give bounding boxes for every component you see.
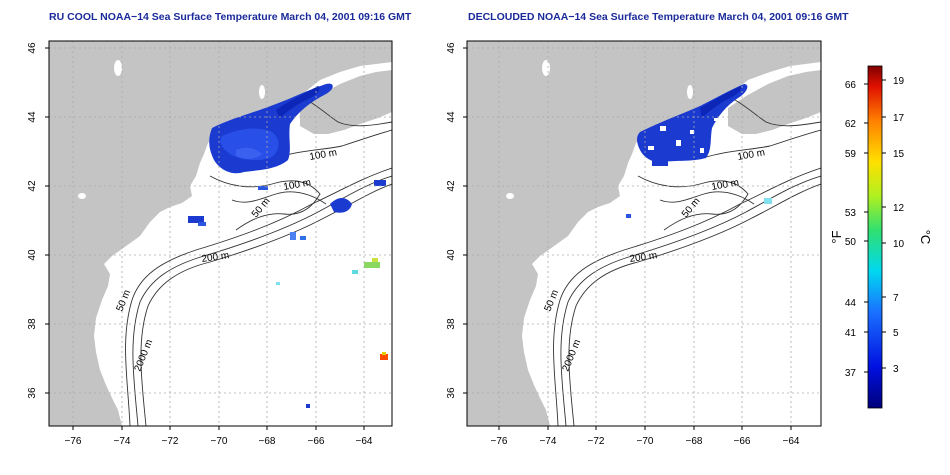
right-x-tick: −72 xyxy=(588,436,605,447)
right-contour-label: 100 m xyxy=(737,147,766,163)
right-lake xyxy=(687,85,693,99)
right-lake xyxy=(506,193,514,199)
left-grid xyxy=(49,41,392,426)
right-y-tick: 40 xyxy=(446,249,457,261)
right-map-frame xyxy=(466,40,822,427)
right-land-mass xyxy=(467,41,821,426)
left-y-tick: 42 xyxy=(27,180,38,192)
right-x-tick: −70 xyxy=(637,436,654,447)
right-x-tick: −74 xyxy=(540,436,557,447)
right-contour-label: 100 m xyxy=(711,177,740,193)
left-nova-scotia xyxy=(300,70,392,134)
right-y-tick: 36 xyxy=(446,387,457,399)
right-x-tick: −76 xyxy=(491,436,508,447)
colorbar-c-tick: 17 xyxy=(893,113,905,124)
right-tick-marks xyxy=(463,47,792,430)
right-x-tick: −64 xyxy=(783,436,800,447)
left-x-tick: −72 xyxy=(162,436,179,447)
left-lake xyxy=(78,193,86,199)
right-sst-data xyxy=(626,84,772,218)
colorbar-c-tick: 3 xyxy=(893,364,899,375)
colorbar-c-tick: 15 xyxy=(893,149,905,160)
right-y-tick: 42 xyxy=(446,180,457,192)
right-map-title: DECLOUDED NOAA−14 Sea Surface Temperatur… xyxy=(468,11,849,23)
colorbar-f-tick: 44 xyxy=(845,298,857,309)
colorbar-c-tick: 12 xyxy=(893,203,905,214)
left-land-mass xyxy=(49,41,392,426)
left-y-tick: 38 xyxy=(27,318,38,330)
colorbar-c-tick: 10 xyxy=(893,239,905,250)
colorbar-c-tick: 7 xyxy=(893,293,899,304)
left-lake xyxy=(114,60,122,76)
right-y-tick: 38 xyxy=(446,318,457,330)
colorbar-gradient xyxy=(867,65,883,409)
right-nova-scotia xyxy=(728,70,821,134)
right-grid xyxy=(467,41,821,426)
colorbar-fahrenheit-label: °F xyxy=(829,230,844,243)
colorbar-ticks xyxy=(864,79,886,373)
left-map-frame xyxy=(48,40,393,427)
colorbar-f-tick: 53 xyxy=(845,208,857,219)
left-y-tick: 44 xyxy=(27,111,38,123)
colorbar-f-tick: 41 xyxy=(845,328,857,339)
left-x-tick: −74 xyxy=(114,436,131,447)
left-x-tick: −64 xyxy=(356,436,373,447)
left-x-tick: −66 xyxy=(308,436,325,447)
right-y-tick: 44 xyxy=(446,111,457,123)
left-y-tick: 40 xyxy=(27,249,38,261)
left-lake xyxy=(259,85,265,99)
colorbar-f-tick: 37 xyxy=(845,368,857,379)
left-x-tick: −70 xyxy=(211,436,228,447)
colorbar-c-tick: 5 xyxy=(893,328,899,339)
colorbar: 66 62 59 53 50 44 41 37 19 17 15 12 10 7… xyxy=(829,65,933,409)
right-lake xyxy=(542,60,550,76)
left-x-tick: −68 xyxy=(259,436,276,447)
left-y-tick: 46 xyxy=(27,42,38,54)
left-contour-label: 200 m xyxy=(201,250,230,265)
left-map-title: RU COOL NOAA−14 Sea Surface Temperature … xyxy=(49,11,412,23)
left-sst-data xyxy=(188,83,388,408)
colorbar-f-tick: 66 xyxy=(845,80,857,91)
right-y-tick: 46 xyxy=(446,42,457,54)
left-contour-label: 100 m xyxy=(283,177,312,193)
left-x-tick: −76 xyxy=(65,436,82,447)
colorbar-f-tick: 50 xyxy=(845,237,857,248)
left-y-tick: 36 xyxy=(27,387,38,399)
right-map-panel: 100 m 100 m 50 m 200 m 50 m 2000 m −76 −… xyxy=(446,40,822,447)
right-contour-label: 200 m xyxy=(629,250,658,265)
left-tick-marks xyxy=(45,47,365,430)
left-map-panel: 100 m 100 m 50 m 200 m 50 m 2000 m −76 −… xyxy=(27,40,393,447)
colorbar-c-tick: 19 xyxy=(893,76,905,87)
colorbar-f-tick: 59 xyxy=(845,149,857,160)
colorbar-celsius-label: °C xyxy=(918,230,933,245)
right-x-tick: −68 xyxy=(686,436,703,447)
left-contour-label: 100 m xyxy=(309,147,338,163)
colorbar-f-tick: 62 xyxy=(845,119,857,130)
right-x-tick: −66 xyxy=(734,436,751,447)
